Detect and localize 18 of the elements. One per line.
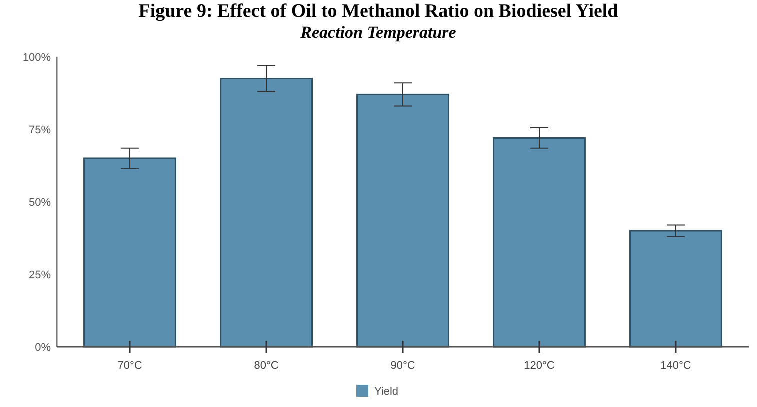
x-tick-label: 80°C <box>254 360 279 372</box>
chart-subtitle: Reaction Temperature <box>300 23 457 42</box>
y-tick-label: 0% <box>35 342 52 354</box>
bar <box>493 137 586 348</box>
y-tick-label: 25% <box>28 269 52 282</box>
chart-title: Figure 9: Effect of Oil to Methanol Ratio on Biodiesel Yield <box>138 1 619 22</box>
bar <box>356 94 450 348</box>
legend-label: Yield <box>374 386 399 398</box>
x-tick-label: 140°C <box>660 360 692 372</box>
y-tick-label: 50% <box>28 196 52 209</box>
x-tick-label: 70°C <box>118 360 142 372</box>
bar <box>220 78 313 348</box>
x-tick-label: 90°C <box>390 360 416 372</box>
x-tick-label: 120°C <box>524 360 555 372</box>
y-tick-label: 100% <box>22 52 52 64</box>
bar <box>84 158 176 348</box>
bar <box>630 230 722 348</box>
y-tick-label: 75% <box>28 124 52 136</box>
